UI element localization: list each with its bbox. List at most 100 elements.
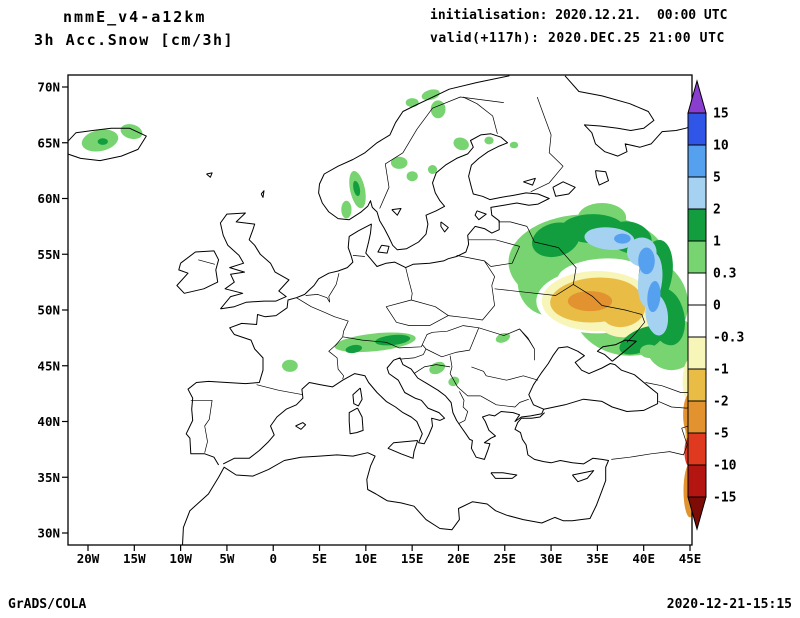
colorbar-label: -1 [713,363,729,378]
creation-timestamp: 2020-12-21-15:15 [666,597,792,612]
coastline [377,244,390,254]
country-border [198,259,215,265]
snow-region-massif-central-green [282,359,298,372]
country-border [405,267,413,301]
colorbar-segment [687,272,707,306]
model-name: nmmE_v4-a12km [63,8,207,26]
colorbar-segment [687,240,707,274]
field-name: 3h Acc.Snow [cm/3h] [34,31,235,49]
coastline [222,357,545,465]
x-axis-tick-label: 25E [493,551,516,566]
country-border [190,399,213,453]
snow-region-norway-north-green-1 [421,89,440,101]
init-time-label: initialisation: 2020.12.21. 00:00 UTC [430,8,728,23]
snow-region-norway-north-green-2 [405,98,419,108]
snow-region-norway-south-green-core [353,180,361,197]
country-border [379,96,504,209]
country-border [305,294,330,303]
y-axis-tick-label: 30N [37,526,60,541]
snow-region-sweden-green-4 [453,137,469,151]
colorbar-label: -0.3 [713,331,744,346]
colorbar-label: 10 [713,139,729,154]
country-border [458,391,469,425]
coastline [564,75,692,157]
country-border [256,384,303,396]
snow-region-russia-blue-3 [614,233,631,244]
coastline [474,210,487,221]
country-border [385,299,449,326]
country-border [498,221,528,227]
x-axis-tick-label: 5E [312,551,327,566]
valid-time-label: valid(+117h): 2020.DEC.25 21:00 UTC [430,31,725,46]
snow-region-dinarides-green-2 [448,376,460,387]
country-border [480,395,529,408]
country-border [468,239,520,247]
colorbar-segment [687,176,707,210]
base-map-coastlines [68,75,692,545]
colorbar-segment [687,144,707,178]
coastline [260,190,265,198]
country-border [328,273,340,303]
coastline [182,412,609,545]
country-border [573,284,645,343]
y-axis-tick-label: 35N [37,470,60,485]
x-axis-tick-label: 5W [219,551,235,566]
x-axis-tick-label: 10W [169,551,192,566]
colorbar-label: 0 [713,299,721,314]
coastline [68,127,147,162]
y-axis-tick-label: 45N [37,358,60,373]
country-border [421,325,480,358]
snow-region-norway-north-green-3 [430,100,446,119]
coastline [523,177,536,186]
colorbar-segment [687,112,707,146]
country-border [519,328,535,350]
x-axis-tick-label: 15E [401,551,424,566]
snow-region-ukraine-orange-core [567,291,613,312]
colorbar-label: 5 [713,171,721,186]
country-border [611,424,692,460]
snow-region-sweden-green-2 [406,171,418,182]
colorbar-segment [687,368,707,402]
snow-region-norway-south-green-2 [341,200,352,219]
snow-region-finland-green-2 [509,141,519,149]
colorbar-segment [687,464,707,498]
colorbar-arrow-top [687,79,707,114]
country-border [328,336,344,380]
colorbar-label: 1 [713,235,721,250]
x-axis-tick-label: 20E [447,551,470,566]
country-border [400,348,427,360]
country-border [449,355,481,397]
snow-region-iceland-green-2 [120,124,143,140]
x-axis-tick-label: 0 [269,551,277,566]
colorbar-label: -2 [713,395,729,410]
coastline [440,221,449,233]
x-axis-tick-label: 35E [586,551,609,566]
colorbar-segment [687,208,707,242]
y-axis-tick-label: 50N [37,303,60,318]
coastline [348,407,364,435]
coastline [206,172,213,178]
x-axis-tick-label: 10E [355,551,378,566]
x-axis-tick-label: 15W [123,551,146,566]
coastline [352,387,363,407]
colorbar-segment [687,432,707,466]
colorbar-label: 0.3 [713,267,736,282]
x-axis-tick-label: 40E [632,551,655,566]
coastline [490,472,518,479]
colorbar: 15 10 5 2 1 0.3 0 -0.3 -1 -2 -5 -10 -15 [687,79,744,531]
coastline [572,470,595,483]
snow-region-russia-blue-1 [638,247,655,275]
snow-region-sweden-green-1 [390,156,408,169]
x-axis-tick-label: 30E [540,551,563,566]
x-axis-tick-label: 45E [679,551,702,566]
y-axis-tick-label: 55N [37,247,60,262]
colorbar-segment [687,400,707,434]
colorbar-arrow-bottom [687,496,707,531]
snow-region-russia-lightblue-n [584,227,635,250]
x-axis-tick-label: 20W [77,551,100,566]
country-border [530,96,564,193]
snow-region-carpathians-green [495,332,511,343]
country-border [471,366,539,381]
country-border [448,255,495,321]
